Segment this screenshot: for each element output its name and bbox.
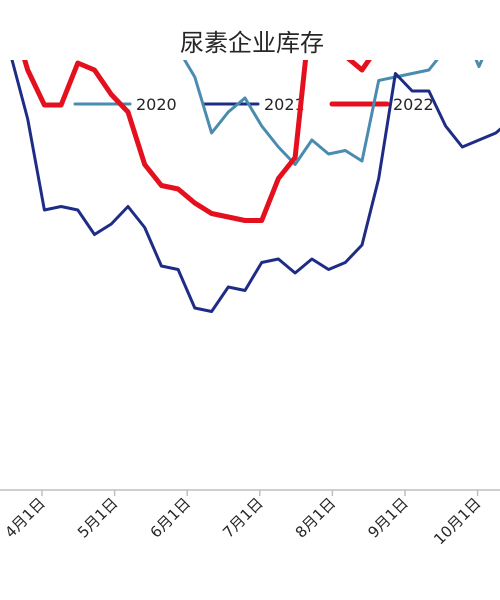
legend-label-2020: 2020 — [136, 95, 177, 114]
x-tick-label: 5月1日 — [74, 494, 121, 541]
legend-label-2022: 2022 — [393, 95, 434, 114]
x-tick-label: 7月1日 — [219, 494, 266, 541]
x-tick-label: 9月1日 — [364, 494, 411, 541]
x-axis: 4月1日 5月1日 6月1日 7月1日 8月1日 9月1日 10月1日 — [0, 489, 500, 548]
legend: 2020 2021 2022 — [73, 95, 434, 114]
chart-title: 尿素企业库存 — [180, 29, 324, 57]
series-line-2022 — [22, 60, 372, 223]
x-tick-label: 8月1日 — [292, 494, 339, 541]
x-tick-label: 10月1日 — [430, 494, 484, 548]
plot-area — [10, 60, 500, 313]
series-line-2021 — [10, 60, 500, 313]
x-tick-label: 4月1日 — [1, 494, 48, 541]
legend-label-2021: 2021 — [264, 95, 305, 114]
x-tick-label: 6月1日 — [147, 494, 194, 541]
series-line-2020 — [182, 60, 484, 166]
